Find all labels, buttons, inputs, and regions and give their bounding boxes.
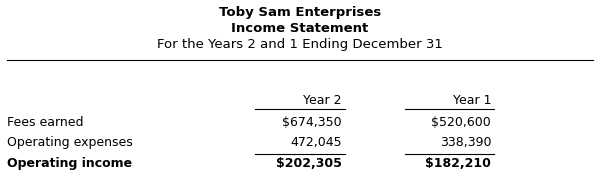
Text: Year 2: Year 2 bbox=[304, 94, 342, 106]
Text: 472,045: 472,045 bbox=[290, 136, 342, 149]
Text: Year 1: Year 1 bbox=[452, 94, 491, 106]
Text: For the Years 2 and 1 Ending December 31: For the Years 2 and 1 Ending December 31 bbox=[157, 38, 443, 51]
Text: 338,390: 338,390 bbox=[440, 136, 491, 149]
Text: Fees earned: Fees earned bbox=[7, 116, 84, 129]
Text: Income Statement: Income Statement bbox=[232, 22, 368, 35]
Text: $520,600: $520,600 bbox=[431, 116, 491, 129]
Text: Operating expenses: Operating expenses bbox=[7, 136, 133, 149]
Text: Operating income: Operating income bbox=[7, 157, 133, 170]
Text: $202,305: $202,305 bbox=[276, 157, 342, 170]
Text: $674,350: $674,350 bbox=[282, 116, 342, 129]
Text: $182,210: $182,210 bbox=[425, 157, 491, 170]
Text: Toby Sam Enterprises: Toby Sam Enterprises bbox=[219, 6, 381, 19]
